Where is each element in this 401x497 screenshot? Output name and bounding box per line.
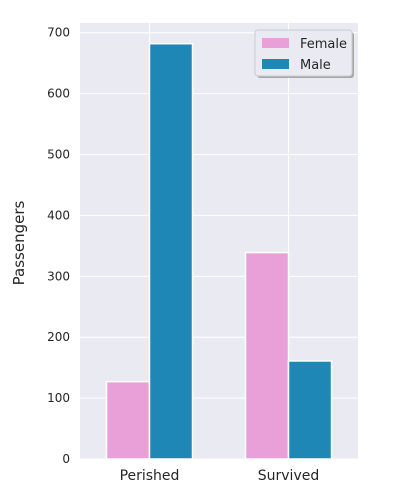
y-tick-label: 300	[47, 269, 70, 283]
x-tick-labels: Perished Survived	[120, 468, 320, 484]
legend: Female Male	[254, 29, 354, 78]
bar-male-perished	[148, 42, 194, 460]
y-tick-label: 100	[47, 391, 70, 405]
y-tick-label: 700	[47, 26, 70, 40]
legend-label: Female	[300, 37, 347, 52]
legend-swatch	[262, 38, 289, 48]
bars	[105, 42, 333, 460]
bar-male-survived	[287, 360, 333, 460]
y-tick-label: 200	[47, 330, 70, 344]
x-tick-label: Survived	[258, 468, 319, 484]
y-tick-label: 500	[47, 148, 70, 162]
y-tick-labels: 0 100 200 300 400 500 600 700	[47, 26, 70, 466]
legend-swatch	[262, 59, 289, 69]
legend-label: Male	[300, 58, 331, 73]
y-tick-label: 400	[47, 208, 70, 222]
bar-female-survived	[244, 251, 290, 460]
y-tick-label: 0	[62, 452, 70, 466]
x-tick-label: Perished	[120, 468, 180, 484]
y-tick-label: 600	[47, 87, 70, 101]
y-axis-label: Passengers	[10, 200, 28, 285]
bar-female-perished	[105, 380, 151, 460]
